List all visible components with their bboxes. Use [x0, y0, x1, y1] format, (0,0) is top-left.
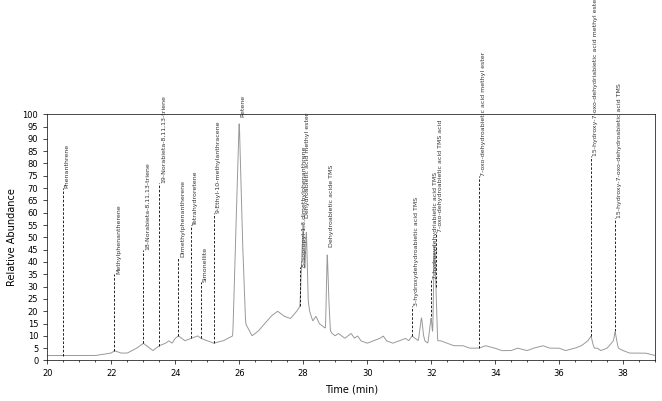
Text: Dehydroabietic acid methyl ester: Dehydroabietic acid methyl ester — [305, 112, 310, 218]
Text: 18-Norabieta-8,11,13-triene: 18-Norabieta-8,11,13-triene — [145, 162, 150, 250]
Text: 3-hydroxydehydroabietic acid TMS: 3-hydroxydehydroabietic acid TMS — [414, 197, 418, 306]
Y-axis label: Relative Abundance: Relative Abundance — [7, 188, 17, 286]
X-axis label: Time (min): Time (min) — [324, 384, 378, 394]
Text: 15-hydroxy-7-oxo-dehydroabietic acid TMS: 15-hydroxy-7-oxo-dehydroabietic acid TMS — [617, 83, 622, 218]
Text: 7-oxo-dehydroabietic acid TMS acid: 7-oxo-dehydroabietic acid TMS acid — [438, 120, 442, 233]
Text: Dehydroabietic acide TMS: Dehydroabietic acide TMS — [329, 165, 334, 247]
Text: 8-Isopropyl-1,3,dimethylphenanthrene: 8-Isopropyl-1,3,dimethylphenanthrene — [302, 146, 307, 267]
Text: Dimethylphenantherene: Dimethylphenantherene — [180, 180, 185, 257]
Text: Methylphenantherene: Methylphenantherene — [116, 205, 121, 274]
Text: Retene: Retene — [241, 95, 246, 117]
Text: Simonellite: Simonellite — [203, 247, 207, 282]
Text: Phenanthrene: Phenanthrene — [65, 144, 70, 188]
Text: 15-hydroxy-7-oxo-dehydriabietic acid methyl ester: 15-hydroxy-7-oxo-dehydriabietic acid met… — [592, 0, 598, 156]
Text: 9-Ethyl-10-methylanthracene: 9-Ethyl-10-methylanthracene — [215, 120, 220, 213]
Text: Tetrahydroretene: Tetrahydroretene — [193, 170, 198, 225]
Text: 19-Norabieta-8,11,13-triene: 19-Norabieta-8,11,13-triene — [161, 95, 166, 183]
Text: 7-oxo-dehydroabietic acid methyl ester: 7-oxo-dehydroabietic acid methyl ester — [481, 51, 486, 176]
Text: 7-hydroxydehydriabietic acid TMS: 7-hydroxydehydriabietic acid TMS — [433, 172, 438, 279]
